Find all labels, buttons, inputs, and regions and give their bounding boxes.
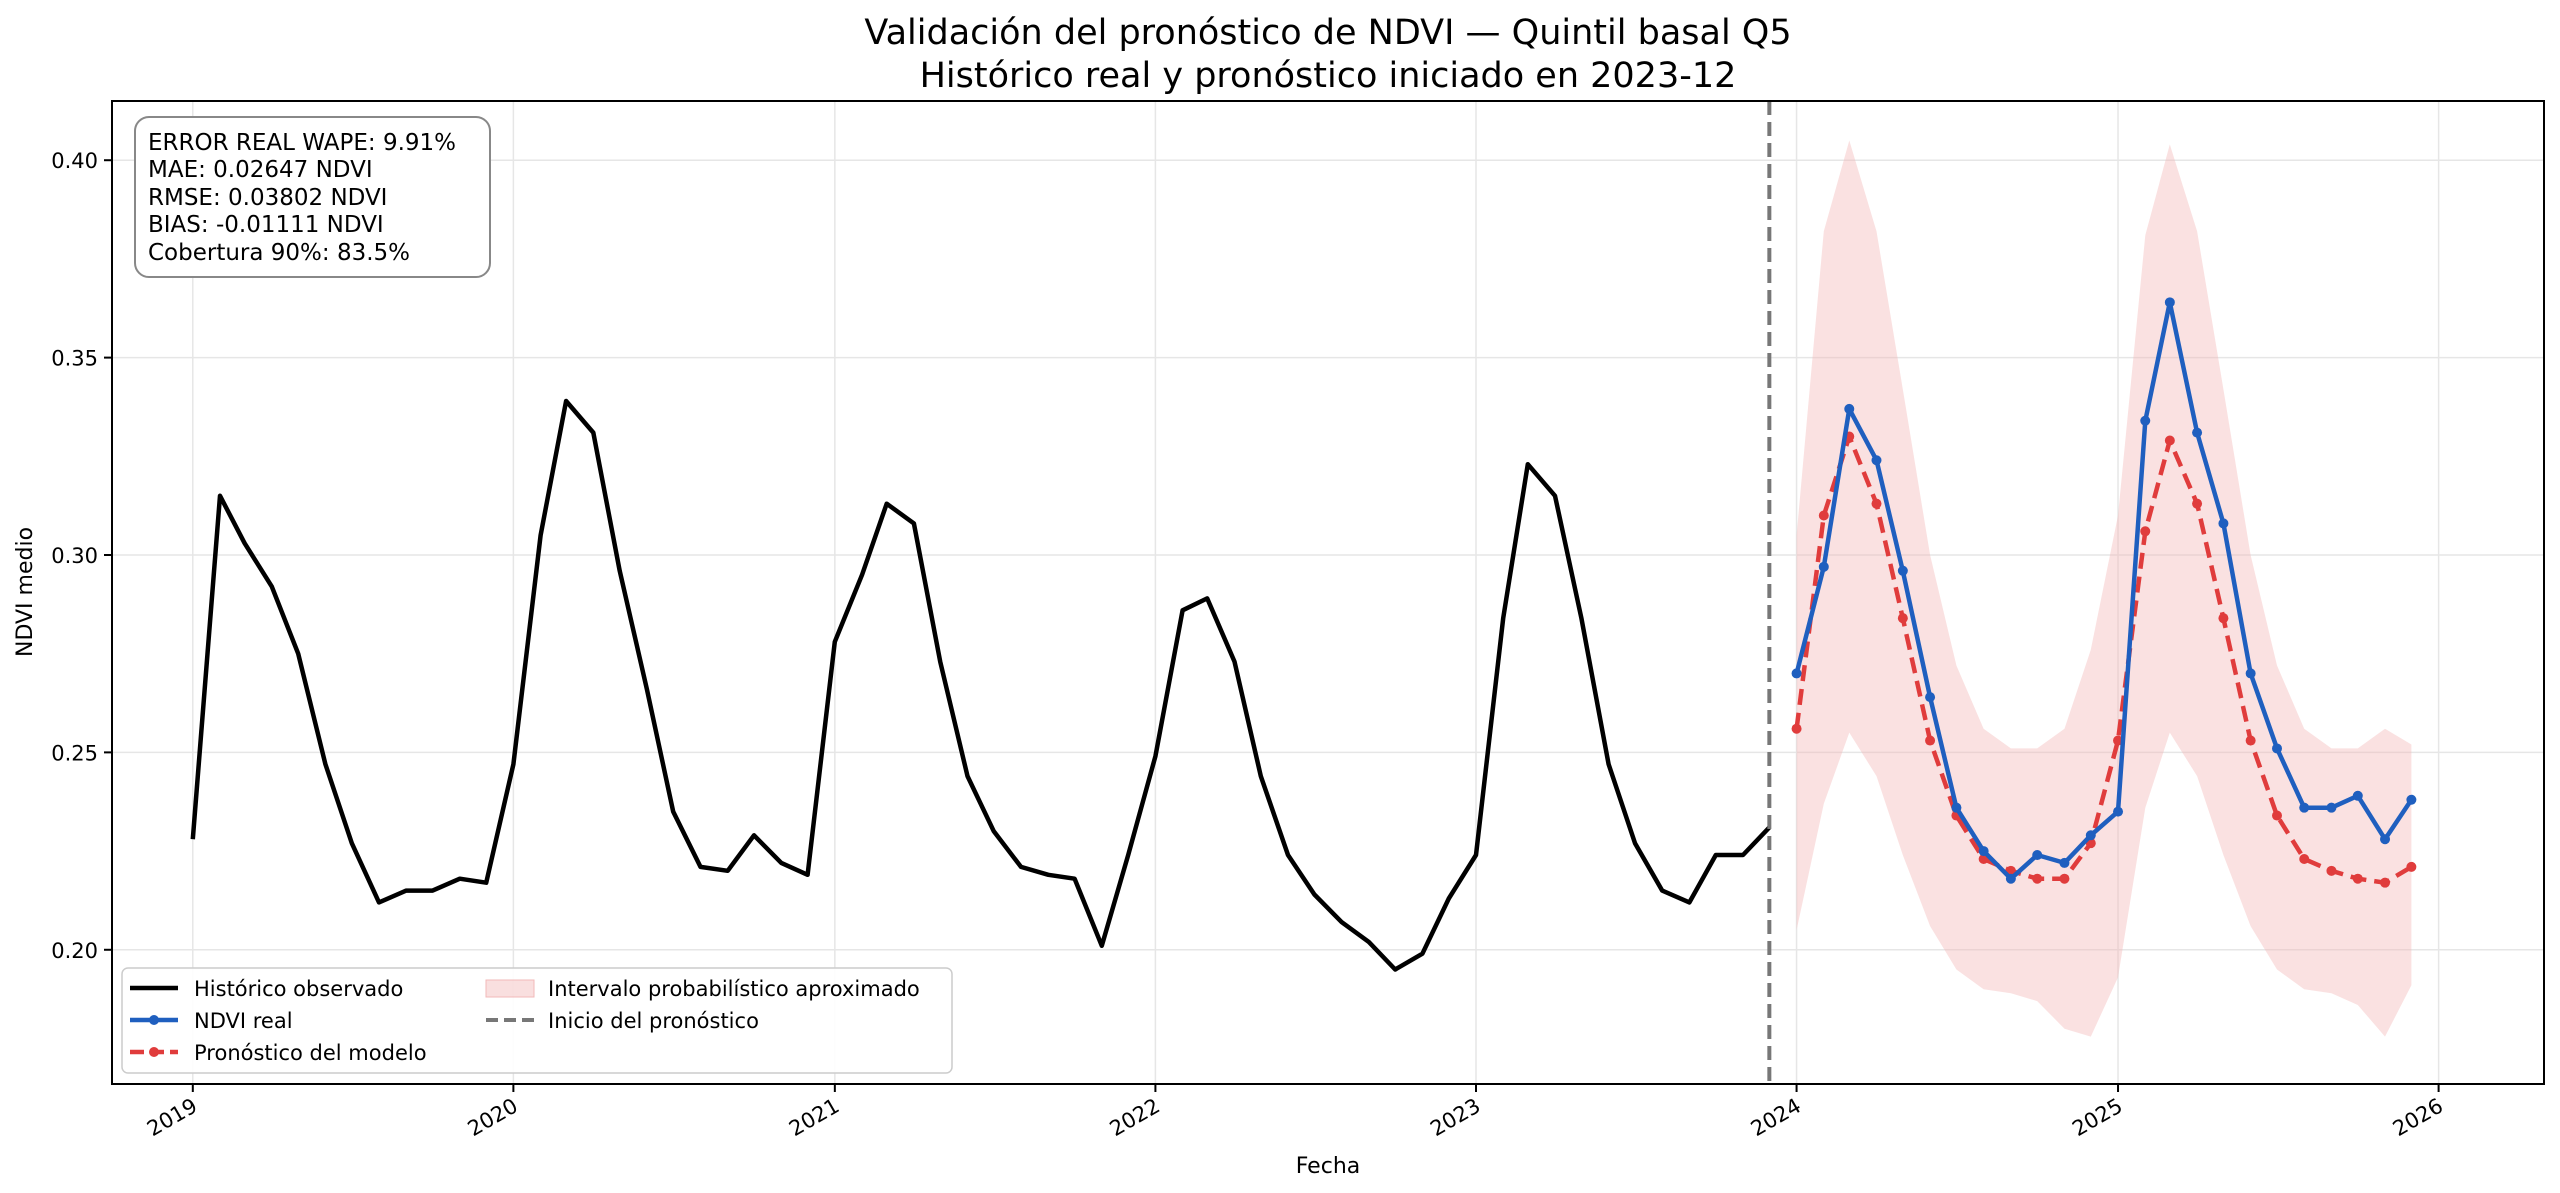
x-axis-label: Fecha: [1296, 1154, 1361, 1179]
y-tick-label: 0.35: [51, 347, 98, 371]
legend: Histórico observado NDVI real Pronóstico…: [121, 967, 953, 1074]
forecast-point: [2299, 853, 2310, 864]
actual-point: [2299, 802, 2310, 813]
x-tick-label: 2019: [143, 1094, 201, 1142]
forecast-point: [2352, 873, 2363, 884]
y-axis: 0.20 0.25 0.30 0.35 0.40: [51, 149, 112, 963]
metric-wape: ERROR REAL WAPE: 9.91%: [148, 130, 456, 156]
forecast-point: [2406, 861, 2417, 872]
y-tick-label: 0.25: [51, 741, 98, 765]
actual-point: [1897, 565, 1908, 576]
actual-point: [2085, 830, 2096, 841]
historical-line: [190, 398, 1771, 972]
forecast-point: [2271, 810, 2282, 821]
forecast-point: [2032, 873, 2043, 884]
actual-point: [2352, 790, 2363, 801]
legend-frame: [121, 967, 953, 1074]
actual-point: [2005, 873, 2016, 884]
chart-title: Validación del pronóstico de NDVI — Quin…: [864, 13, 1791, 53]
actual-point: [2032, 850, 2043, 861]
legend-actual-label: NDVI real: [194, 1009, 293, 1033]
metrics-box-frame: [134, 116, 491, 278]
metrics-box: ERROR REAL WAPE: 9.91% MAE: 0.02647 NDVI…: [134, 116, 491, 278]
actual-point: [1925, 692, 1936, 703]
x-tick-label: 2023: [1426, 1094, 1484, 1142]
forecast-point: [1871, 498, 1882, 509]
legend-interval-label: Intervalo probabilístico aproximado: [548, 977, 920, 1001]
chart-subtitle: Histórico real y pronóstico iniciado en …: [920, 56, 1737, 96]
interval-layer: [1796, 140, 2412, 1037]
legend-interval-swatch: [485, 979, 535, 998]
forecast-point: [1897, 613, 1908, 624]
x-tick-label: 2026: [2389, 1094, 2447, 1142]
y-tick-label: 0.40: [51, 149, 98, 173]
actual-point: [1978, 846, 1989, 857]
actual-point: [2326, 802, 2337, 813]
forecast-point: [2326, 865, 2337, 876]
legend-forecast-marker: [149, 1047, 159, 1057]
x-tick-label: 2025: [2068, 1094, 2126, 1142]
forecast-point: [2164, 435, 2175, 446]
metric-mae: MAE: 0.02647 NDVI: [148, 157, 373, 183]
actual-point: [2271, 743, 2282, 754]
actual-point: [2059, 857, 2070, 868]
x-axis: 2019 2020 2021 2022 2023 2024 2025 2026: [143, 1084, 2447, 1141]
legend-actual-marker: [149, 1015, 159, 1025]
x-tick-label: 2021: [785, 1094, 843, 1142]
forecast-point: [2380, 877, 2391, 888]
actual-point: [1871, 455, 1882, 466]
forecast-point: [2140, 526, 2151, 537]
forecast-point: [1925, 735, 1936, 746]
plot-frame: [111, 100, 2545, 1085]
actual-point: [2245, 668, 2256, 679]
actual-point: [1844, 403, 1855, 414]
actual-point: [2192, 427, 2203, 438]
forecast-point: [2192, 498, 2203, 509]
legend-forecast-start-label: Inicio del pronóstico: [548, 1009, 759, 1033]
metric-coverage: Cobertura 90%: 83.5%: [148, 240, 410, 266]
metric-rmse: RMSE: 0.03802 NDVI: [148, 185, 387, 211]
x-tick-label: 2024: [1747, 1094, 1805, 1142]
actual-point: [2406, 794, 2417, 805]
x-tick-label: 2022: [1106, 1094, 1164, 1142]
actual-point: [1818, 561, 1829, 572]
forecast-point: [2113, 735, 2124, 746]
actual-point: [1951, 802, 1962, 813]
interval-band: [1796, 140, 2412, 1037]
forecast-point: [1818, 510, 1829, 521]
actual-point: [2113, 806, 2124, 817]
y-tick-label: 0.30: [51, 544, 98, 568]
x-tick-label: 2020: [464, 1094, 522, 1142]
actual-point: [2218, 518, 2229, 529]
forecast-point: [2245, 735, 2256, 746]
actual-point: [2140, 415, 2151, 426]
actual-point: [2164, 297, 2175, 308]
forecast-point: [2218, 613, 2229, 624]
actual-point: [2380, 834, 2391, 845]
series-layer: [190, 297, 2417, 972]
metric-bias: BIAS: -0.01111 NDVI: [148, 212, 384, 238]
forecast-point: [2059, 873, 2070, 884]
legend-forecast-label: Pronóstico del modelo: [194, 1041, 427, 1065]
y-tick-label: 0.20: [51, 939, 98, 963]
legend-historical-label: Histórico observado: [194, 977, 403, 1001]
forecast-point: [1791, 723, 1802, 734]
actual-point: [1791, 668, 1802, 679]
y-axis-label: NDVI medio: [13, 527, 38, 657]
